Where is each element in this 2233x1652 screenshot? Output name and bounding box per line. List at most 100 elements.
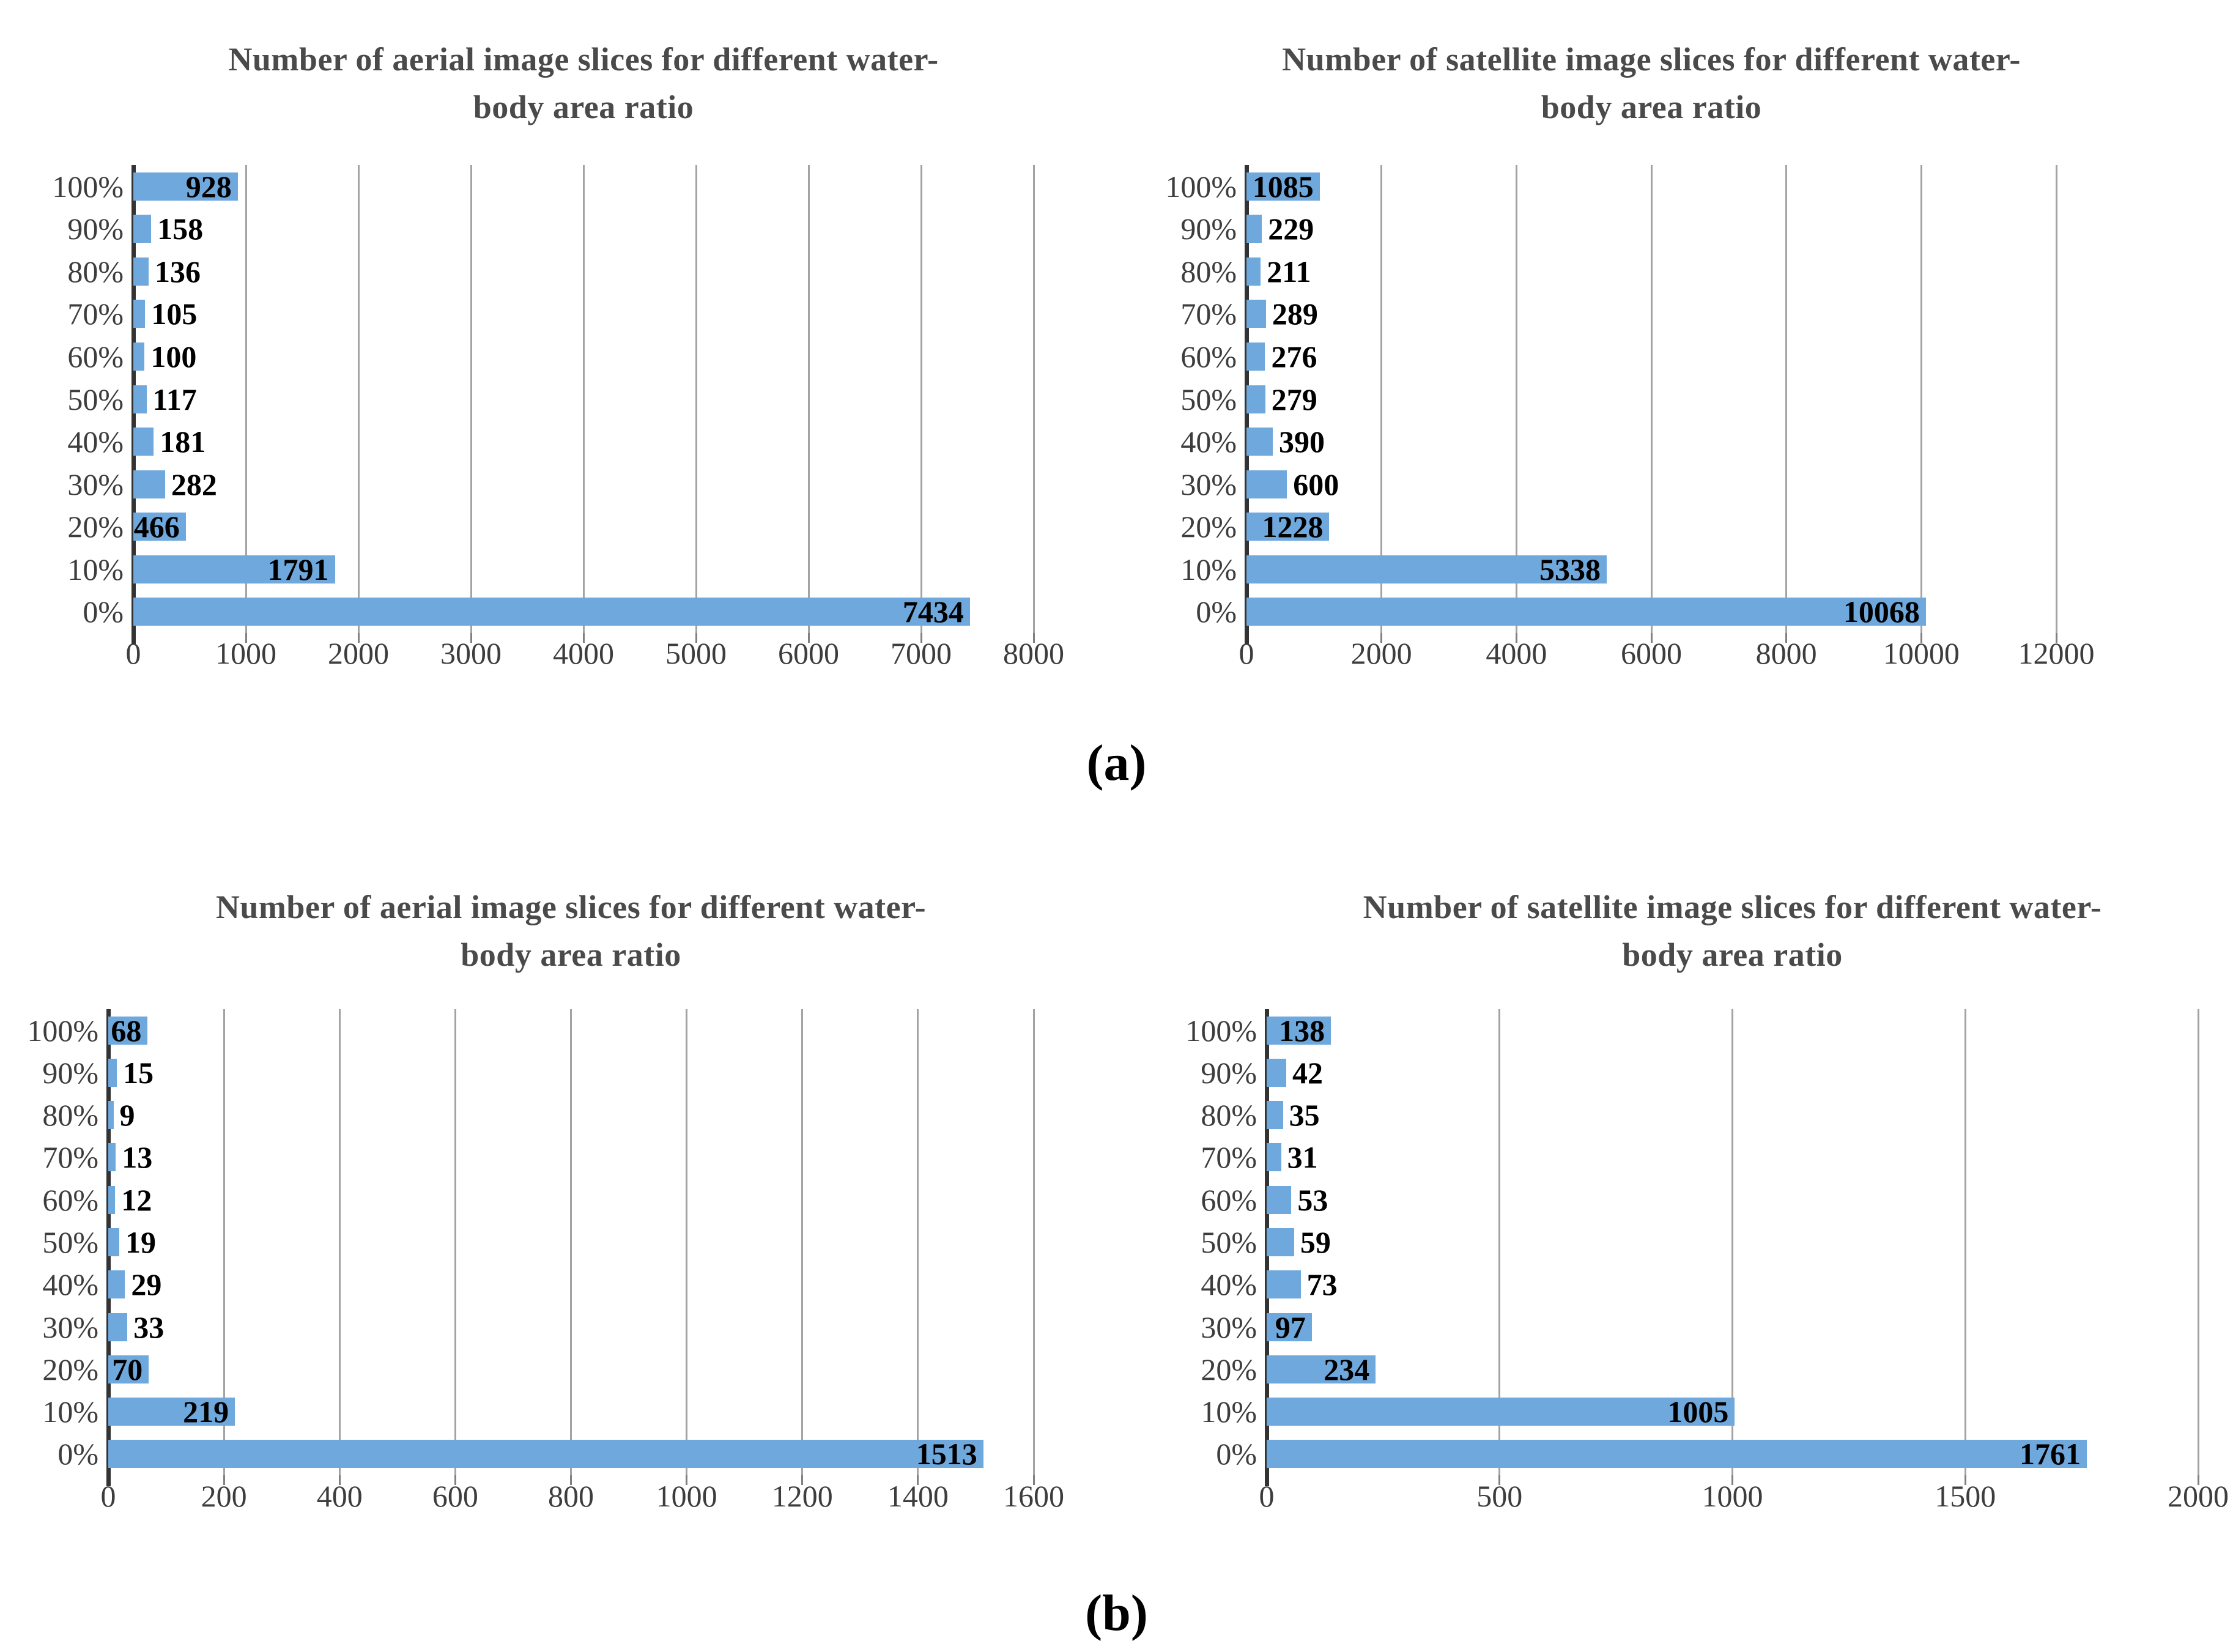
chart-title-line: body area ratio <box>473 89 694 125</box>
gridline <box>357 165 360 633</box>
category-label: 30% <box>1201 1309 1257 1344</box>
gridline <box>1032 165 1035 633</box>
chart-title: Number of satellite image slices for dif… <box>1246 35 2056 131</box>
chart-title: Number of satellite image slices for dif… <box>1267 883 2198 979</box>
bar <box>108 1058 117 1087</box>
x-tick-label: 8000 <box>1755 636 1817 670</box>
bar-value-label: 53 <box>1297 1182 1328 1217</box>
x-tick-label: 5000 <box>665 636 727 670</box>
category-label: 70% <box>42 1140 98 1175</box>
bar <box>1246 257 1261 286</box>
bar <box>108 1398 235 1426</box>
bar <box>1246 470 1287 498</box>
bar <box>133 215 152 243</box>
gridline <box>801 1009 804 1475</box>
x-axis-tick <box>1785 633 1788 643</box>
x-tick-label: 400 <box>316 1479 363 1513</box>
x-axis-tick <box>582 633 585 643</box>
bar <box>108 1440 983 1469</box>
bar-value-label: 211 <box>1267 254 1311 289</box>
bar <box>133 513 186 541</box>
x-axis-tick <box>2055 633 2057 643</box>
bar <box>133 257 149 286</box>
bar-value-label: 136 <box>155 254 201 289</box>
gridline <box>920 165 922 633</box>
bar-value-label: 68 <box>111 1013 142 1048</box>
x-axis-tick <box>686 1475 688 1485</box>
bar <box>1267 1101 1283 1130</box>
x-tick-label: 7000 <box>891 636 952 670</box>
x-tick-label: 1500 <box>1935 1479 1996 1513</box>
gridline <box>470 165 472 633</box>
category-label: 50% <box>42 1225 98 1259</box>
category-label: 10% <box>67 552 124 587</box>
category-label: 80% <box>67 254 124 289</box>
x-axis-tick <box>338 1475 341 1485</box>
chart-title-line: Number of satellite image slices for dif… <box>1282 41 2021 78</box>
bar-value-label: 390 <box>1279 424 1325 459</box>
chart-title-line: Number of satellite image slices for dif… <box>1363 889 2102 925</box>
category-label: 60% <box>67 339 124 374</box>
bar-value-label: 5338 <box>1539 552 1601 587</box>
bar <box>1246 342 1265 371</box>
bar <box>133 172 238 201</box>
x-axis-tick <box>1731 1475 1733 1485</box>
category-label: 0% <box>57 1437 98 1472</box>
category-label: 100% <box>1165 169 1237 204</box>
x-axis-tick <box>570 1475 572 1485</box>
chart-title-line: Number of aerial image slices for differ… <box>228 41 939 78</box>
bar <box>1246 385 1265 413</box>
bar-value-label: 10068 <box>1843 594 1920 629</box>
x-axis-tick <box>695 633 697 643</box>
category-label: 10% <box>1180 552 1237 587</box>
bar <box>1246 598 1926 626</box>
gridline <box>686 1009 688 1475</box>
bar-value-label: 9 <box>119 1098 135 1133</box>
category-label: 80% <box>42 1098 98 1133</box>
bar-value-label: 97 <box>1275 1309 1306 1344</box>
gridline <box>338 1009 341 1475</box>
bar <box>133 300 146 328</box>
category-label: 50% <box>67 382 124 417</box>
bar-value-label: 33 <box>133 1309 165 1344</box>
bar-value-label: 138 <box>1279 1013 1325 1048</box>
x-axis-tick <box>1380 633 1383 643</box>
category-label: 10% <box>1201 1395 1257 1429</box>
gridline <box>1785 165 1788 633</box>
category-label: 90% <box>42 1055 98 1090</box>
bar-value-label: 73 <box>1306 1267 1338 1302</box>
bar-value-label: 7434 <box>902 594 964 629</box>
chart-title-line: body area ratio <box>1541 89 1762 125</box>
gridline <box>245 165 247 633</box>
gridline <box>2055 165 2057 633</box>
bar <box>108 1101 114 1130</box>
category-label: 20% <box>42 1352 98 1387</box>
category-label: 60% <box>42 1182 98 1217</box>
bar <box>133 342 145 371</box>
bar-value-label: 1005 <box>1667 1395 1729 1429</box>
bar-value-label: 1228 <box>1262 509 1324 544</box>
bar <box>108 1228 119 1256</box>
category-label: 100% <box>1185 1013 1257 1048</box>
bar-value-label: 282 <box>171 467 217 502</box>
bar <box>1246 513 1330 541</box>
x-tick-label: 1400 <box>887 1479 949 1513</box>
category-label: 40% <box>1180 424 1237 459</box>
x-tick-label: 8000 <box>1003 636 1064 670</box>
category-label: 90% <box>67 212 124 246</box>
x-tick-label: 1200 <box>771 1479 833 1513</box>
x-tick-label: 4000 <box>1486 636 1547 670</box>
bar <box>133 470 165 498</box>
bar-value-label: 35 <box>1289 1098 1320 1133</box>
bar-value-label: 100 <box>150 339 197 374</box>
gridline <box>2197 1009 2199 1475</box>
x-axis-tick <box>1515 633 1517 643</box>
x-tick-label: 6000 <box>778 636 839 670</box>
category-label: 50% <box>1180 382 1237 417</box>
x-tick-label: 1000 <box>656 1479 717 1513</box>
bar-value-label: 29 <box>131 1267 162 1302</box>
bar <box>108 1313 128 1341</box>
category-label: 60% <box>1180 339 1237 374</box>
